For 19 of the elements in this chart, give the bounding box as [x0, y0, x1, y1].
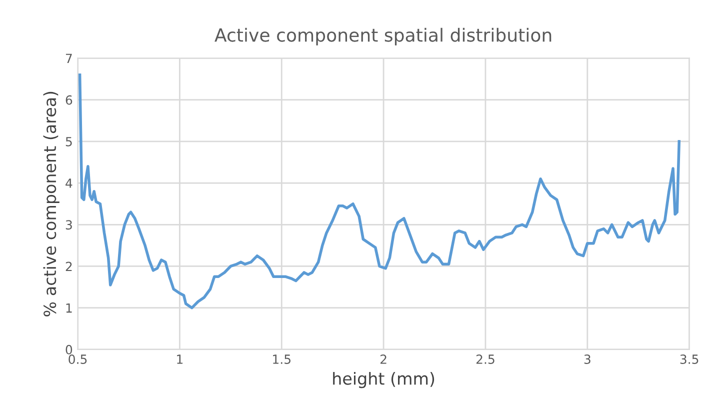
- x-tick-label: 3.5: [680, 354, 698, 364]
- x-axis-title: height (mm): [333, 372, 434, 388]
- y-tick-label: 5: [66, 137, 72, 146]
- line-series: [78, 73, 681, 310]
- x-tick-label: 3: [584, 354, 590, 364]
- x-tick-label: 2.5: [476, 354, 494, 364]
- y-tick-label: 4: [66, 178, 72, 188]
- chart-title: Active component spatial distribution: [214, 28, 552, 46]
- y-tick-label: 7: [66, 54, 72, 63]
- y-tick-label: 6: [66, 95, 72, 105]
- y-tick-label: 3: [66, 220, 72, 230]
- x-tick-label: 0.5: [68, 354, 87, 364]
- x-tick-label: 1: [177, 354, 183, 364]
- y-tick-label: 2: [66, 262, 72, 271]
- y-tick-label: 1: [66, 303, 72, 313]
- x-tick-label: 2: [380, 354, 386, 364]
- x-tick-label: 1.5: [273, 354, 290, 364]
- y-axis-title: % active component (area): [43, 92, 60, 316]
- y-tick-label: 0: [66, 344, 72, 354]
